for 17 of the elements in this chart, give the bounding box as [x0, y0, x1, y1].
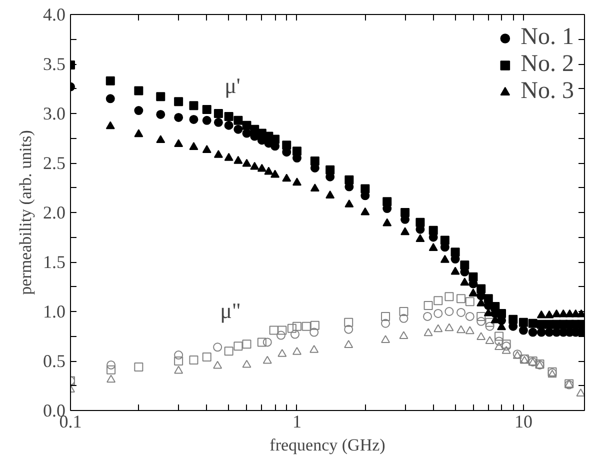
y-tick-label: 0.5 [43, 351, 66, 371]
x-tick-label: 10 [514, 412, 532, 432]
legend-label: No. 1 [520, 24, 574, 51]
y-tick-label: 3.5 [43, 54, 66, 74]
y-tick-label: 2.0 [43, 202, 66, 222]
legend-label: No. 3 [520, 78, 574, 105]
y-tick-label: 1.0 [43, 302, 66, 322]
x-axis-title: frequency (GHz) [270, 436, 386, 454]
y-tick-label: 2.5 [43, 153, 66, 173]
x-tick-label: 1 [292, 412, 302, 432]
y-axis-title: permeability (arb. units) [16, 130, 35, 295]
y-tick-label: 1.5 [43, 252, 66, 272]
legend-label: No. 2 [520, 51, 574, 78]
y-tick-label: 3.0 [43, 104, 66, 124]
annotation: μ' [224, 73, 240, 98]
y-tick-label: 4.0 [43, 4, 66, 24]
annotation: μ" [220, 298, 241, 323]
